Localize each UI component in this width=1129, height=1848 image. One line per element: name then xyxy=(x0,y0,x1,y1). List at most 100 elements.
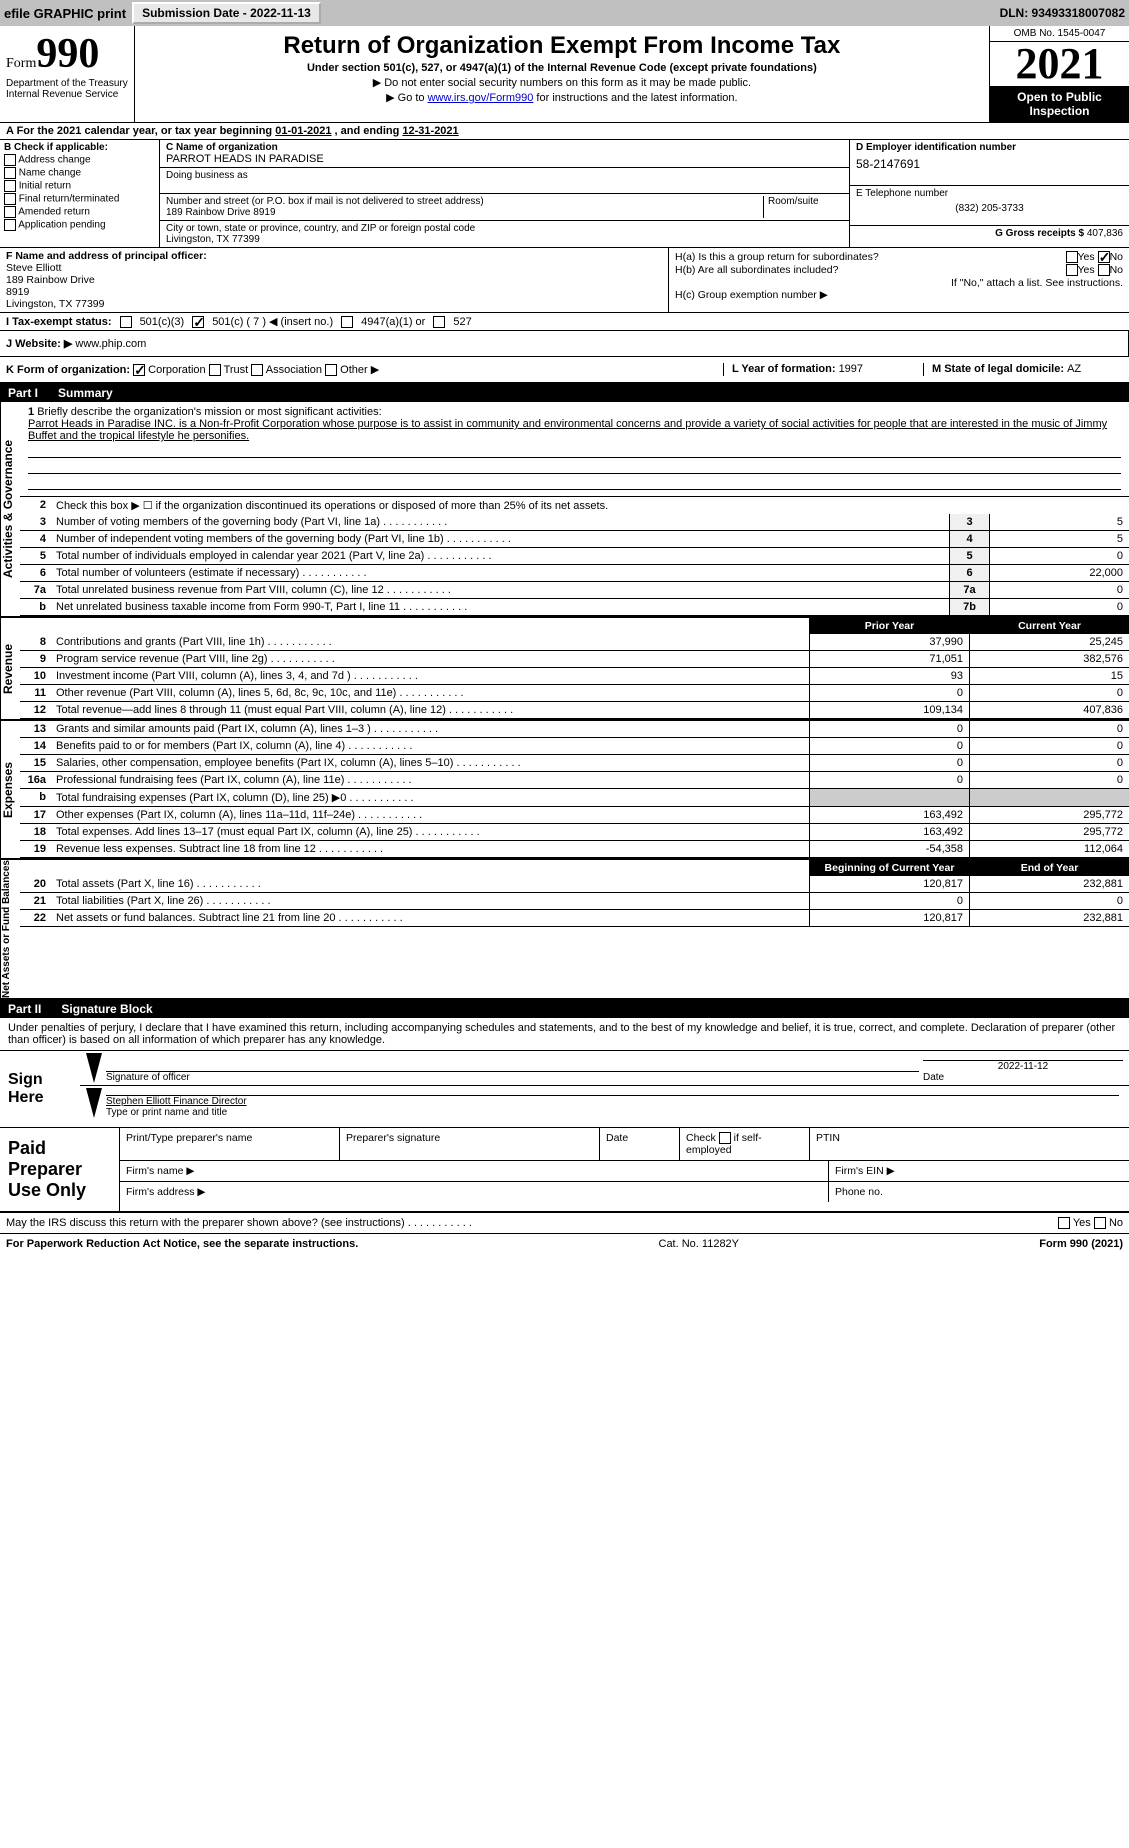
irs-link[interactable]: www.irs.gov/Form990 xyxy=(428,92,534,104)
part1-title: Summary xyxy=(58,386,113,400)
m-val: AZ xyxy=(1067,363,1081,375)
tax-status-row: I Tax-exempt status: 501(c)(3) 501(c) ( … xyxy=(0,313,1129,331)
side-expenses: Expenses xyxy=(0,721,20,858)
mission-num: 1 xyxy=(28,406,34,418)
chk-4947[interactable] xyxy=(341,316,353,328)
j-label: J Website: ▶ xyxy=(6,338,72,350)
form-number: 990 xyxy=(36,31,99,77)
discuss-text: May the IRS discuss this return with the… xyxy=(6,1217,405,1229)
officer-addr1: 189 Rainbow Drive xyxy=(6,274,662,286)
chk-assoc[interactable] xyxy=(251,364,263,376)
mission-text: Parrot Heads in Paradise INC. is a Non-f… xyxy=(28,418,1121,442)
addr-label: Number and street (or P.O. box if mail i… xyxy=(166,196,763,207)
chk-name-change[interactable]: Name change xyxy=(4,167,155,179)
chk-amended-label: Amended return xyxy=(18,207,90,218)
chk-application[interactable]: Application pending xyxy=(4,219,155,231)
k-label: K Form of organization: xyxy=(6,364,130,376)
ha-yes-chk[interactable] xyxy=(1066,251,1078,263)
ha-yes: Yes xyxy=(1078,251,1095,263)
period-label-a: A For the 2021 calendar year, or tax yea… xyxy=(6,125,275,137)
city-label: City or town, state or province, country… xyxy=(166,223,843,234)
lbl-assoc: Association xyxy=(266,364,322,376)
prep-selfemp: Check if self-employed xyxy=(680,1128,810,1160)
officer-addr3: Livingston, TX 77399 xyxy=(6,298,662,310)
chk-address-change[interactable]: Address change xyxy=(4,154,155,166)
chk-initial[interactable]: Initial return xyxy=(4,180,155,192)
side-revenue: Revenue xyxy=(0,618,20,719)
chk-amended[interactable]: Amended return xyxy=(4,206,155,218)
org-name: PARROT HEADS IN PARADISE xyxy=(166,153,843,165)
topbar: efile GRAPHIC print Submission Date - 20… xyxy=(0,0,1129,26)
dba-label: Doing business as xyxy=(166,170,843,181)
period-begin: 01-01-2021 xyxy=(275,125,331,137)
note2-post: for instructions and the latest informat… xyxy=(533,92,737,104)
part1-header: Part I Summary xyxy=(0,384,1129,402)
discuss-yes: Yes xyxy=(1073,1217,1091,1229)
ha-no-chk[interactable] xyxy=(1098,251,1110,263)
website-url: www.phip.com xyxy=(75,338,146,350)
hc-label: H(c) Group exemption number ▶ xyxy=(675,289,1123,301)
sig-officer-label: Signature of officer xyxy=(106,1072,919,1083)
section-fh: F Name and address of principal officer:… xyxy=(0,248,1129,313)
hdr-end: End of Year xyxy=(969,860,1129,876)
dept-label: Department of the Treasury Internal Reve… xyxy=(0,78,134,102)
form-subtitle: Under section 501(c), 527, or 4947(a)(1)… xyxy=(145,62,979,74)
chk-selfemp[interactable] xyxy=(719,1132,731,1144)
gross-receipts: 407,836 xyxy=(1087,228,1123,239)
lbl-501c3: 501(c)(3) xyxy=(140,316,185,328)
discuss-yes-chk[interactable] xyxy=(1058,1217,1070,1229)
officer-typed-name: Stephen Elliott Finance Director xyxy=(106,1096,1119,1107)
lbl-4947: 4947(a)(1) or xyxy=(361,316,425,328)
chk-501c[interactable] xyxy=(192,316,204,328)
footer-left: For Paperwork Reduction Act Notice, see … xyxy=(6,1238,358,1250)
chk-501c3[interactable] xyxy=(120,316,132,328)
chk-trust[interactable] xyxy=(209,364,221,376)
chk-corp[interactable] xyxy=(133,364,145,376)
dln-label: DLN: 93493318007082 xyxy=(1000,6,1125,20)
officer-name: Steve Elliott xyxy=(6,262,662,274)
hb-no-chk[interactable] xyxy=(1098,264,1110,276)
chk-527[interactable] xyxy=(433,316,445,328)
ha-label: H(a) Is this a group return for subordin… xyxy=(675,251,879,263)
period-end: 12-31-2021 xyxy=(402,125,458,137)
part2-header: Part II Signature Block xyxy=(0,1000,1129,1018)
footer-mid: Cat. No. 11282Y xyxy=(659,1238,740,1250)
f-label: F Name and address of principal officer: xyxy=(6,250,662,262)
ha-no: No xyxy=(1110,251,1123,263)
arrow-icon xyxy=(86,1088,102,1118)
chk-other[interactable] xyxy=(325,364,337,376)
hb-yes-chk[interactable] xyxy=(1066,264,1078,276)
form-header: Form990 Department of the Treasury Inter… xyxy=(0,26,1129,123)
blank-line xyxy=(28,476,1121,490)
h4pre: Check xyxy=(686,1132,716,1144)
row-klm: K Form of organization: Corporation Trus… xyxy=(0,357,1129,384)
hb-note: If "No," attach a list. See instructions… xyxy=(675,277,1123,289)
footer: For Paperwork Reduction Act Notice, see … xyxy=(0,1234,1129,1254)
submission-date-button[interactable]: Submission Date - 2022-11-13 xyxy=(132,2,321,24)
part2-num: Part II xyxy=(8,1002,41,1016)
d-label: D Employer identification number xyxy=(856,142,1123,153)
prep-sig-hdr: Preparer's signature xyxy=(340,1128,600,1160)
chk-final-label: Final return/terminated xyxy=(19,194,120,205)
discuss-no-chk[interactable] xyxy=(1094,1217,1106,1229)
e-label: E Telephone number xyxy=(856,188,1123,199)
lbl-501c: 501(c) ( 7 ) ◀ (insert no.) xyxy=(212,315,333,328)
chk-final[interactable]: Final return/terminated xyxy=(4,193,155,205)
prep-name-hdr: Print/Type preparer's name xyxy=(120,1128,340,1160)
phone-label: Phone no. xyxy=(829,1182,1129,1202)
discuss-no: No xyxy=(1109,1217,1123,1229)
section-bcde: B Check if applicable: Address change Na… xyxy=(0,140,1129,248)
prep-ptin-hdr: PTIN xyxy=(810,1128,1129,1160)
footer-right: Form 990 (2021) xyxy=(1039,1238,1123,1250)
note-link: ▶ Go to www.irs.gov/Form990 for instruct… xyxy=(145,91,979,104)
firm-name-label: Firm's name ▶ xyxy=(120,1161,829,1181)
hb-no: No xyxy=(1110,264,1123,276)
part2-title: Signature Block xyxy=(61,1002,152,1016)
arrow-icon xyxy=(86,1053,102,1083)
preparer-label: Paid Preparer Use Only xyxy=(0,1128,120,1211)
col-headers: Prior Year Current Year xyxy=(20,618,1129,634)
city-value: Livingston, TX 77399 xyxy=(166,234,843,245)
mission-block: 1 Briefly describe the organization's mi… xyxy=(20,402,1129,497)
lbl-527: 527 xyxy=(453,316,471,328)
b-header: B Check if applicable: xyxy=(4,142,155,153)
